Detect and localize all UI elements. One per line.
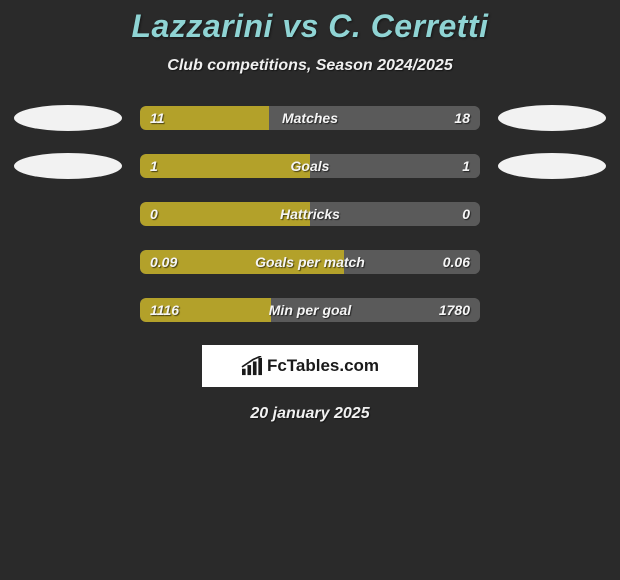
stat-row: 1 1 Goals: [0, 153, 620, 179]
snapshot-date: 20 january 2025: [0, 405, 620, 423]
stat-label: Hattricks: [280, 206, 340, 222]
stat-row: 11 18 Matches: [0, 105, 620, 131]
stat-row: 1116 1780 Min per goal: [0, 297, 620, 323]
stat-rows: 1118Matches11Goals00Hattricks0.090.06Goa…: [0, 105, 620, 323]
stat-bar: 1116 1780 Min per goal: [140, 298, 480, 322]
player-right-marker: [498, 153, 606, 179]
stat-bar: 11 18 Matches: [140, 106, 480, 130]
comparison-infographic: Lazzarini vs C. Cerretti Club competitio…: [0, 0, 620, 423]
page-title: Lazzarini vs C. Cerretti: [0, 8, 620, 45]
stat-left-value: 0.09: [150, 254, 177, 270]
stat-label: Matches: [282, 110, 338, 126]
stat-right-value: 0: [462, 206, 470, 222]
stat-label: Goals per match: [255, 254, 365, 270]
stat-bar-right-fill: [310, 154, 480, 178]
stat-label: Goals: [291, 158, 330, 174]
stat-bar: 0.09 0.06 Goals per match: [140, 250, 480, 274]
page-subtitle: Club competitions, Season 2024/2025: [0, 57, 620, 75]
stat-row: 0.09 0.06 Goals per match: [0, 249, 620, 275]
stat-left-value: 11: [150, 110, 165, 126]
player-right-marker: [498, 105, 606, 131]
stat-left-value: 1116: [150, 302, 179, 318]
stat-row: 0 0 Hattricks: [0, 201, 620, 227]
branding-text: FcTables.com: [267, 356, 379, 376]
stat-left-value: 1: [150, 158, 158, 174]
player-left-marker: [14, 105, 122, 131]
stat-right-value: 18: [454, 110, 470, 126]
player-left-marker: [14, 153, 122, 179]
stat-right-value: 1: [462, 158, 470, 174]
stat-bar: 1 1 Goals: [140, 154, 480, 178]
stat-right-value: 0.06: [443, 254, 470, 270]
stat-left-value: 0: [150, 206, 158, 222]
bar-chart-icon: [241, 356, 263, 376]
branding-badge: FcTables.com: [202, 345, 418, 387]
stat-label: Min per goal: [269, 302, 351, 318]
stat-bar: 0 0 Hattricks: [140, 202, 480, 226]
stat-right-value: 1780: [439, 302, 470, 318]
stat-bar-left-fill: [140, 154, 310, 178]
